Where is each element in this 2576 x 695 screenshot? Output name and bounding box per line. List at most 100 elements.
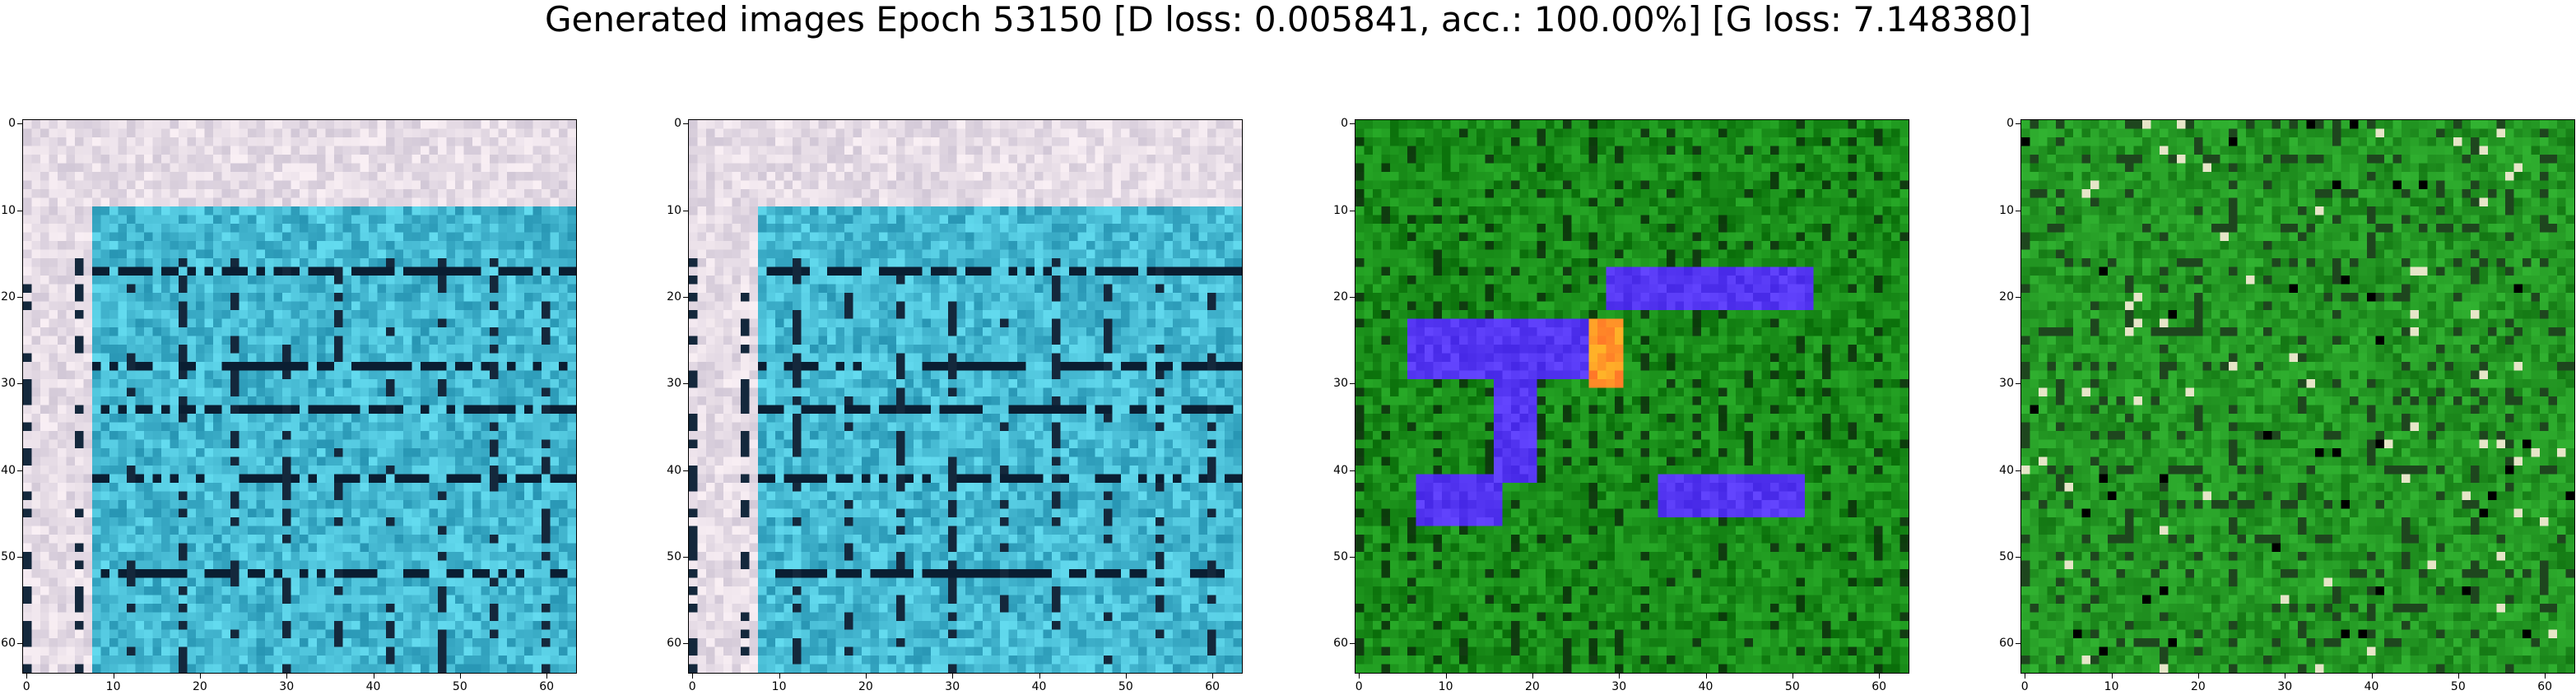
y-tick-mark <box>683 383 688 385</box>
x-tick-mark <box>2545 674 2546 679</box>
x-tick-label: 10 <box>2104 680 2119 693</box>
x-tick-label: 10 <box>1438 680 1453 693</box>
y-tick-mark <box>1350 470 1355 471</box>
y-tick-mark <box>2016 556 2020 558</box>
x-tick-mark <box>779 674 780 679</box>
x-tick-mark <box>952 674 954 679</box>
y-tick-mark <box>2016 643 2020 645</box>
y-tick-mark <box>17 470 22 471</box>
y-tick-label: 20 <box>1 290 16 303</box>
y-tick-mark <box>1350 383 1355 385</box>
x-tick-label: 10 <box>771 680 787 693</box>
y-tick-mark <box>1350 123 1355 125</box>
y-tick-mark <box>1350 296 1355 298</box>
x-tick-mark <box>2371 674 2373 679</box>
generated-image-3 <box>1355 119 1909 674</box>
y-tick-mark <box>2016 296 2020 298</box>
y-tick-label: 40 <box>667 463 681 477</box>
y-tick-label: 30 <box>1333 377 1348 391</box>
x-tick-label: 60 <box>2537 680 2553 693</box>
x-tick-mark <box>286 674 288 679</box>
x-tick-label: 50 <box>1118 680 1133 693</box>
y-tick-mark <box>1350 556 1355 558</box>
x-tick-mark <box>1705 674 1707 679</box>
x-tick-label: 20 <box>1524 680 1540 693</box>
x-tick-label: 10 <box>105 680 121 693</box>
generated-image-4-pixels <box>2021 120 2574 673</box>
y-tick-label: 40 <box>1333 463 1348 477</box>
y-tick-label: 50 <box>667 549 681 563</box>
x-tick-mark <box>692 674 694 679</box>
y-tick-label: 60 <box>1999 637 2014 651</box>
x-tick-label: 40 <box>1031 680 1047 693</box>
x-tick-label: 40 <box>2364 680 2379 693</box>
x-tick-mark <box>1125 674 1127 679</box>
x-tick-label: 60 <box>1872 680 1887 693</box>
y-tick-mark <box>2016 383 2020 385</box>
y-tick-label: 10 <box>1 203 16 217</box>
x-tick-mark <box>1879 674 1881 679</box>
x-tick-label: 20 <box>858 680 873 693</box>
x-tick-label: 0 <box>2020 680 2029 693</box>
y-tick-mark <box>683 556 688 558</box>
generated-image-4 <box>2020 119 2575 674</box>
y-tick-label: 30 <box>1999 377 2014 391</box>
x-tick-label: 20 <box>2190 680 2206 693</box>
x-tick-label: 0 <box>22 680 30 693</box>
x-tick-label: 30 <box>2277 680 2293 693</box>
generated-image-1-pixels <box>23 120 576 673</box>
y-tick-label: 20 <box>1999 290 2014 303</box>
y-tick-label: 10 <box>1333 203 1348 217</box>
y-tick-label: 20 <box>667 290 681 303</box>
y-tick-label: 20 <box>1333 290 1348 303</box>
y-tick-label: 10 <box>667 203 681 217</box>
y-tick-mark <box>17 383 22 385</box>
x-tick-mark <box>865 674 867 679</box>
x-tick-mark <box>199 674 201 679</box>
y-tick-label: 10 <box>1999 203 2014 217</box>
y-tick-mark <box>683 296 688 298</box>
y-tick-label: 0 <box>674 117 681 131</box>
x-tick-mark <box>26 674 28 679</box>
x-tick-mark <box>1359 674 1360 679</box>
generated-image-3-pixels <box>1355 120 1909 673</box>
generated-image-1 <box>22 119 577 674</box>
y-tick-label: 60 <box>1 637 16 651</box>
x-tick-label: 20 <box>192 680 207 693</box>
x-tick-mark <box>1619 674 1620 679</box>
x-tick-mark <box>2111 674 2113 679</box>
generated-image-2 <box>688 119 1243 674</box>
x-tick-label: 40 <box>1698 680 1713 693</box>
x-tick-label: 0 <box>688 680 696 693</box>
y-tick-mark <box>683 643 688 645</box>
y-tick-mark <box>17 296 22 298</box>
y-tick-mark <box>683 470 688 471</box>
y-tick-label: 50 <box>1 549 16 563</box>
y-tick-label: 40 <box>1999 463 2014 477</box>
x-tick-label: 0 <box>1355 680 1363 693</box>
y-tick-label: 50 <box>1999 549 2014 563</box>
y-tick-mark <box>1350 643 1355 645</box>
y-tick-label: 0 <box>8 117 16 131</box>
x-tick-label: 50 <box>452 680 467 693</box>
y-tick-label: 0 <box>2006 117 2014 131</box>
x-tick-label: 60 <box>539 680 555 693</box>
y-tick-mark <box>17 556 22 558</box>
y-tick-label: 40 <box>1 463 16 477</box>
x-tick-label: 50 <box>1784 680 1800 693</box>
y-tick-label: 60 <box>1333 637 1348 651</box>
figure-title: Generated images Epoch 53150 [D loss: 0.… <box>544 0 2032 39</box>
y-tick-mark <box>17 643 22 645</box>
y-tick-label: 30 <box>667 377 681 391</box>
x-tick-mark <box>1039 674 1040 679</box>
y-tick-mark <box>2016 123 2020 125</box>
y-tick-mark <box>683 123 688 125</box>
x-tick-mark <box>1445 674 1447 679</box>
x-tick-label: 30 <box>279 680 295 693</box>
x-tick-label: 30 <box>1611 680 1627 693</box>
y-tick-mark <box>2016 470 2020 471</box>
x-tick-mark <box>1532 674 1533 679</box>
y-tick-label: 0 <box>1341 117 1348 131</box>
x-tick-mark <box>2457 674 2459 679</box>
y-tick-label: 60 <box>667 637 681 651</box>
